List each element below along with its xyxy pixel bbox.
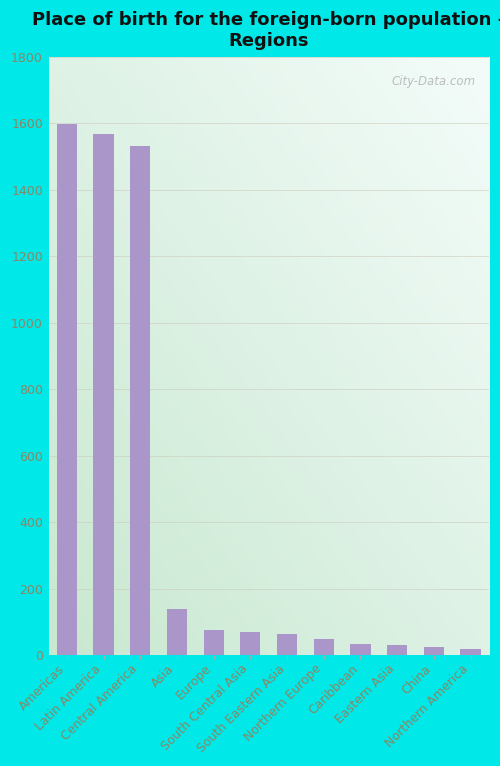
Bar [350,643,370,656]
Bar [277,633,297,656]
Bar [387,645,407,656]
Bar [424,647,444,656]
Text: City-Data.com: City-Data.com [392,75,475,88]
Bar [204,630,224,656]
Bar [94,134,114,656]
Bar [130,146,150,656]
Title: Place of birth for the foreign-born population -
Regions: Place of birth for the foreign-born popu… [32,11,500,50]
Bar [240,632,260,656]
Bar [167,609,187,656]
Bar [314,639,334,656]
Bar [57,124,77,656]
Bar [460,649,480,656]
